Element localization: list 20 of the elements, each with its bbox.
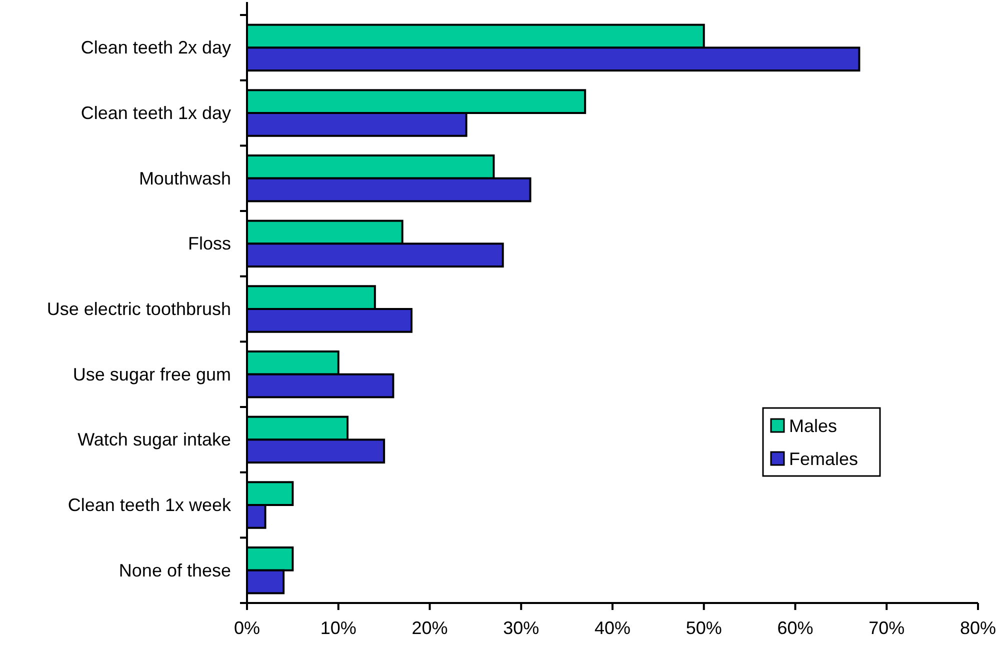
y-tick-label: Mouthwash: [138, 168, 231, 188]
x-tick-label: 60%: [777, 618, 814, 638]
y-tick-label: Use electric toothbrush: [46, 299, 231, 319]
y-tick-label: Use sugar free gum: [72, 364, 231, 384]
x-tick-label: 40%: [594, 618, 631, 638]
x-tick-label: 80%: [960, 618, 996, 638]
x-tick-label: 30%: [503, 618, 540, 638]
x-tick-label: 0%: [234, 618, 260, 638]
x-tick-label: 10%: [320, 618, 356, 638]
x-tick-label: 20%: [412, 618, 448, 638]
y-tick-label: Clean teeth 1x week: [68, 495, 232, 515]
y-tick-label: Watch sugar intake: [78, 430, 231, 450]
legend-label: Females: [789, 449, 858, 469]
y-tick-label: None of these: [118, 560, 231, 580]
y-tick-label: Clean teeth 2x day: [80, 38, 231, 58]
y-tick-label: Floss: [188, 234, 231, 254]
x-tick-label: 50%: [686, 618, 722, 638]
y-tick-label: Clean teeth 1x day: [80, 103, 231, 123]
x-tick-label: 70%: [868, 618, 905, 638]
legend-label: Males: [789, 416, 838, 436]
